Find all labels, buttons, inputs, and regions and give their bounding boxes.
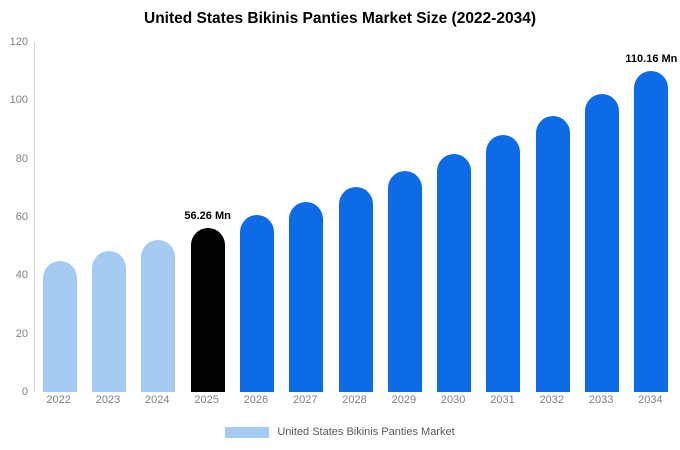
bar-2023 — [91, 250, 126, 392]
bar-2024 — [141, 239, 176, 392]
bar-group-2022 — [35, 42, 84, 392]
x-tick-label-2027: 2027 — [292, 394, 318, 406]
bar-2030 — [437, 153, 472, 392]
bar-value-label-2034: 110.16 Mn — [625, 52, 678, 65]
y-tick-label: 40 — [15, 269, 28, 282]
x-tick-label-2022: 2022 — [46, 394, 71, 406]
x-tick-label-2024: 2024 — [145, 394, 170, 406]
x-tick-label-2030: 2030 — [440, 394, 466, 406]
bar-group-2033 — [577, 42, 626, 392]
y-tick-label: 100 — [9, 94, 28, 107]
x-tick-label-2028: 2028 — [342, 394, 367, 406]
legend-swatch — [225, 426, 270, 438]
y-tick-label: 60 — [15, 211, 28, 223]
bar-group-2027 — [282, 42, 331, 392]
y-tick-label: 20 — [15, 327, 28, 340]
x-axis: 2022 2023 2024 2025 2026 2027 2028 2029 2030 2031… — [34, 394, 675, 406]
bar-group-2031 — [479, 42, 528, 392]
x-tick-label-2026: 2026 — [243, 394, 269, 406]
bar-2032 — [535, 115, 570, 392]
x-tick-label-2033: 2033 — [588, 394, 614, 406]
bar-2033 — [585, 93, 620, 392]
bar-2025 — [190, 227, 225, 392]
bar-group-2030 — [430, 42, 479, 392]
legend: United States Bikinis Panties Market — [0, 426, 680, 438]
bar-2034 — [634, 70, 669, 392]
chart-title: United States Bikinis Panties Market Siz… — [144, 10, 536, 27]
y-tick-label: 80 — [15, 152, 28, 165]
x-tick-label-2029: 2029 — [391, 394, 417, 406]
bar-group-2029 — [380, 42, 429, 392]
plot-area: 56.26 Mn 110.16 Mn — [34, 42, 678, 392]
x-tick-label-2031: 2031 — [490, 394, 515, 406]
bar-group-2025: 56.26 Mn — [183, 42, 232, 392]
bar-2029 — [387, 170, 422, 392]
bar-group-2034: 110.16 Mn — [625, 42, 678, 392]
y-axis: 0 20 40 60 80 100 120 — [0, 36, 30, 398]
y-tick-label: 120 — [9, 36, 28, 48]
x-tick-label-2032: 2032 — [539, 394, 565, 406]
bar-group-2032 — [528, 42, 577, 392]
bar-group-2028 — [331, 42, 380, 392]
bar-2031 — [486, 135, 521, 392]
bar-value-label-2025: 56.26 Mn — [184, 209, 231, 222]
bar-2022 — [42, 260, 77, 392]
bar-group-2026 — [232, 42, 281, 392]
bar-2027 — [289, 201, 324, 392]
x-tick-label-2025: 2025 — [194, 394, 219, 406]
x-tick-label-2023: 2023 — [95, 394, 121, 406]
bar-2026 — [239, 215, 274, 392]
bar-group-2024 — [134, 42, 183, 392]
bar-2028 — [338, 186, 373, 392]
bar-group-2023 — [84, 42, 133, 392]
x-tick-label-2034: 2034 — [638, 394, 663, 406]
y-tick-label: 0 — [21, 386, 28, 398]
legend-label: United States Bikinis Panties Market — [277, 426, 455, 438]
plot-wrap: 0 20 40 60 80 100 120 56.26 Mn 110.16 Mn — [0, 36, 680, 398]
